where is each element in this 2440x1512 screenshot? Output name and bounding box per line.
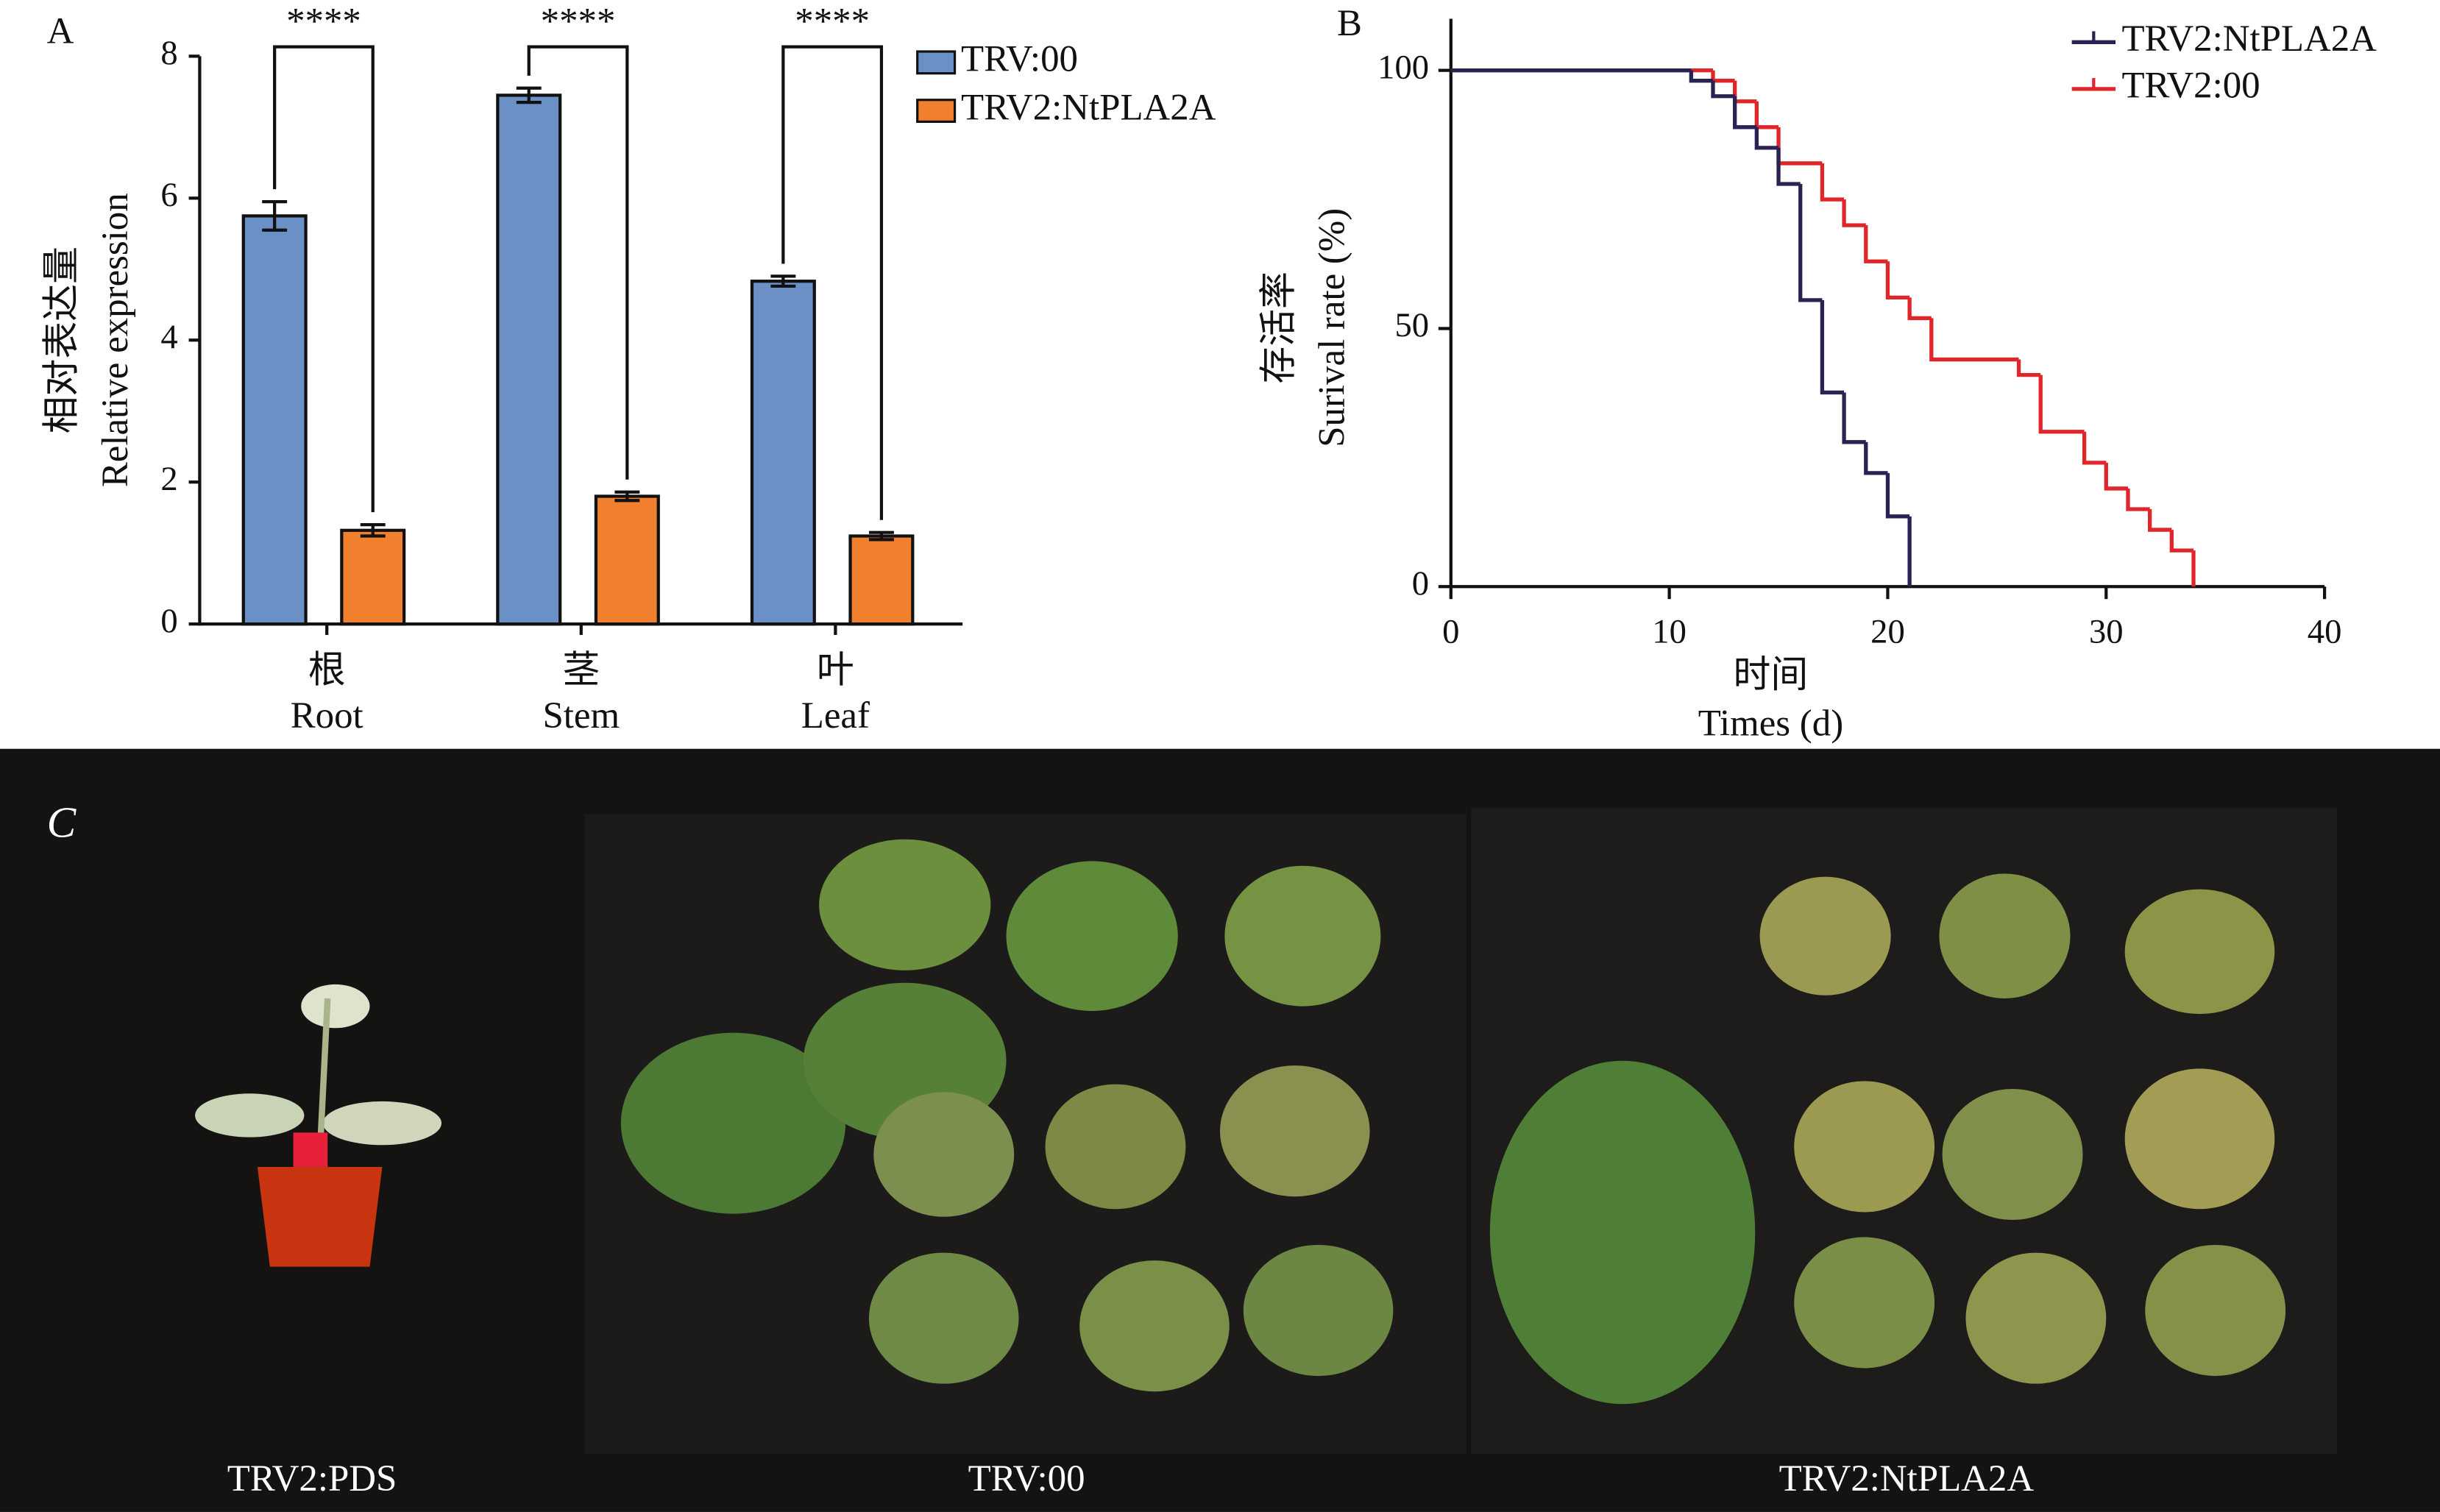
bar xyxy=(496,93,562,626)
y-tick-label: 0 xyxy=(1412,564,1429,603)
y-axis-label: 存活率 xyxy=(1258,271,1299,384)
y-tick-label: 100 xyxy=(1377,48,1429,86)
legend-swatch xyxy=(916,99,957,124)
x-tick-label: 20 xyxy=(1870,613,1905,651)
error-bar xyxy=(516,86,542,104)
error-bar xyxy=(868,530,894,542)
plants-ntpla2a xyxy=(1489,873,2286,1405)
x-tick-label: Root xyxy=(291,695,363,737)
y-tick-label: 6 xyxy=(160,176,177,214)
y-tick-label: 50 xyxy=(1394,306,1429,344)
bar xyxy=(340,528,406,626)
survival-step xyxy=(1885,472,1910,519)
survival-step xyxy=(1929,318,2019,362)
survival-step xyxy=(2126,488,2150,511)
x-axis-label: 时间 xyxy=(1734,655,1809,696)
error-bar xyxy=(262,200,288,232)
x-tick-label: 0 xyxy=(1442,613,1459,651)
error-bar xyxy=(360,522,386,538)
survival-step xyxy=(2147,509,2172,532)
significance-bracket xyxy=(527,45,629,480)
significance-label: **** xyxy=(541,1,616,43)
x-tick-label: Stem xyxy=(542,695,620,737)
significance-bracket xyxy=(781,45,884,520)
survival-step xyxy=(2082,431,2107,465)
survival-step xyxy=(1798,184,1823,302)
y-tick-label: 2 xyxy=(160,460,177,498)
x-tick-label: 10 xyxy=(1652,613,1687,651)
x-tick-label: 茎 xyxy=(562,650,600,692)
y-axis-label: Relative expression xyxy=(95,193,136,487)
bar xyxy=(750,280,816,626)
y-tick-label: 0 xyxy=(160,602,177,640)
survival-step xyxy=(1776,147,1801,186)
survival-step xyxy=(2038,375,2085,434)
survival-step xyxy=(2104,462,2128,491)
legend-label: TRV2:00 xyxy=(2121,65,2260,107)
survival-step xyxy=(1842,199,1866,227)
bar xyxy=(241,214,308,626)
x-tick-label: 根 xyxy=(308,650,346,692)
plants-trv00 xyxy=(620,839,1394,1392)
survival-step xyxy=(1820,299,1845,395)
survival-step xyxy=(1733,80,1757,104)
significance-label: **** xyxy=(795,1,870,43)
bar xyxy=(848,534,915,626)
legend-swatch xyxy=(916,50,957,75)
x-axis-label: Times (d) xyxy=(1698,703,1843,745)
panel-label: C xyxy=(47,798,77,846)
significance-bracket xyxy=(273,45,375,513)
legend-label: TRV:00 xyxy=(961,39,1078,80)
x-tick-label: 40 xyxy=(2308,613,2342,651)
photo-label: TRV2:NtPLA2A xyxy=(1779,1458,2035,1499)
panel-label: B xyxy=(1337,3,1362,44)
survival-step xyxy=(1820,163,1845,202)
y-tick-label: 4 xyxy=(160,318,177,356)
plant-pds xyxy=(195,984,442,1267)
survival-step xyxy=(1864,441,1888,475)
survival-step xyxy=(1842,392,1866,444)
photo-label: TRV2:PDS xyxy=(227,1458,397,1499)
bar xyxy=(594,494,660,626)
significance-label: **** xyxy=(286,1,361,43)
x-tick-label: Leaf xyxy=(801,695,870,737)
error-bar xyxy=(614,490,640,503)
survival-step xyxy=(1885,261,1910,300)
y-axis-label: 相对表达量 xyxy=(42,246,83,433)
legend-label: TRV2:NtPLA2A xyxy=(961,87,1216,128)
photo-label: TRV:00 xyxy=(968,1458,1085,1499)
survival-step xyxy=(1754,127,1779,150)
x-tick-label: 叶 xyxy=(817,650,854,692)
y-axis-label: Surival rate (%) xyxy=(1312,208,1353,447)
survival-step xyxy=(1711,70,1735,83)
panel-label: A xyxy=(47,10,74,52)
survival-step xyxy=(1733,96,1757,129)
error-bar xyxy=(770,274,796,288)
survival-step xyxy=(1754,101,1779,129)
survival-step xyxy=(2169,530,2194,553)
survival-step xyxy=(1907,297,1932,321)
x-tick-label: 30 xyxy=(2089,613,2124,651)
survival-step xyxy=(2016,359,2041,377)
survival-step xyxy=(1776,127,1823,166)
y-tick-label: 8 xyxy=(160,34,177,72)
legend-label: TRV2:NtPLA2A xyxy=(2121,18,2377,60)
survival-step xyxy=(1711,80,1735,99)
survival-step xyxy=(1864,225,1888,263)
survival-step xyxy=(1689,70,1713,83)
